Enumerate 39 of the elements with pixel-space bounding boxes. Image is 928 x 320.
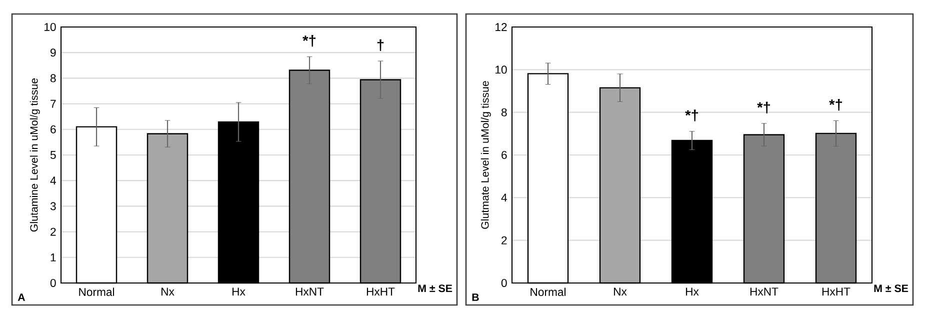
y-tick-label: 10 — [44, 22, 56, 31]
annotation: *† — [685, 110, 698, 122]
y-tick-label: 6 — [50, 125, 56, 134]
annotation: *† — [829, 98, 842, 111]
x-tick-label: Hx — [232, 288, 246, 296]
x-tick-label: Normal — [530, 288, 566, 296]
y-tick-label: 2 — [502, 236, 507, 244]
y-tick-label: 8 — [50, 74, 56, 82]
y-tick-label: 2 — [50, 228, 56, 236]
annotation: † — [377, 39, 384, 51]
annotation: *† — [302, 35, 316, 47]
y-tick-label: 4 — [50, 176, 56, 184]
y-tick-label: 5 — [50, 151, 56, 159]
y-axis-title: Glutmate Level in uMol/g tissue — [480, 81, 491, 229]
y-tick-label: 12 — [496, 23, 507, 31]
y-tick-label: 9 — [50, 48, 56, 57]
x-tick-label: HxNT — [296, 288, 324, 296]
y-tick-label: 6 — [502, 150, 507, 159]
x-tick-label: HxHT — [366, 288, 395, 296]
y-tick-label: 0 — [50, 278, 56, 287]
text: M ± SE — [418, 284, 452, 292]
y-tick-label: 1 — [50, 253, 56, 262]
x-tick-label: HxNT — [750, 288, 778, 296]
text: A — [18, 294, 26, 301]
y-tick-label: 0 — [501, 278, 507, 287]
x-tick-label: HxHT — [822, 288, 850, 296]
y-tick-label: 10 — [496, 66, 507, 74]
annotation: *† — [757, 102, 770, 114]
text: M ± SE — [874, 284, 908, 292]
x-tick-label: Nx — [162, 288, 174, 296]
y-tick-label: 4 — [501, 194, 507, 202]
y-tick-label: 7 — [50, 100, 56, 108]
x-tick-label: Normal — [79, 288, 114, 296]
y-tick-label: 8 — [501, 108, 507, 116]
y-tick-label: 3 — [50, 202, 56, 210]
x-tick-label: Hx — [686, 288, 699, 296]
y-axis-title: Glutamine Level in uMol/g tissue — [30, 78, 40, 232]
x-tick-label: Nx — [614, 288, 627, 296]
text: B — [472, 294, 479, 301]
